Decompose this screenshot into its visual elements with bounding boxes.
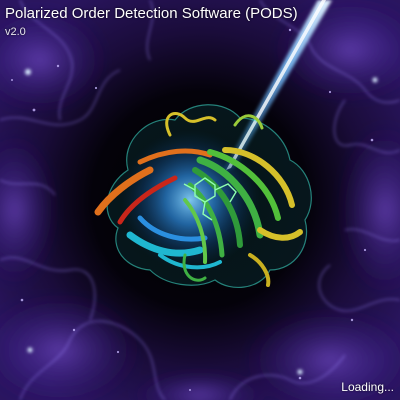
cell-sparkles bbox=[11, 28, 374, 391]
app-version: v2.0 bbox=[5, 26, 26, 38]
app-title: Polarized Order Detection Software (PODS… bbox=[5, 5, 298, 22]
core-glow bbox=[120, 130, 260, 270]
ligand-molecule bbox=[183, 177, 237, 221]
molecular-surface bbox=[106, 104, 312, 288]
bright-spots bbox=[25, 69, 378, 375]
loading-status: Loading... bbox=[341, 380, 394, 394]
